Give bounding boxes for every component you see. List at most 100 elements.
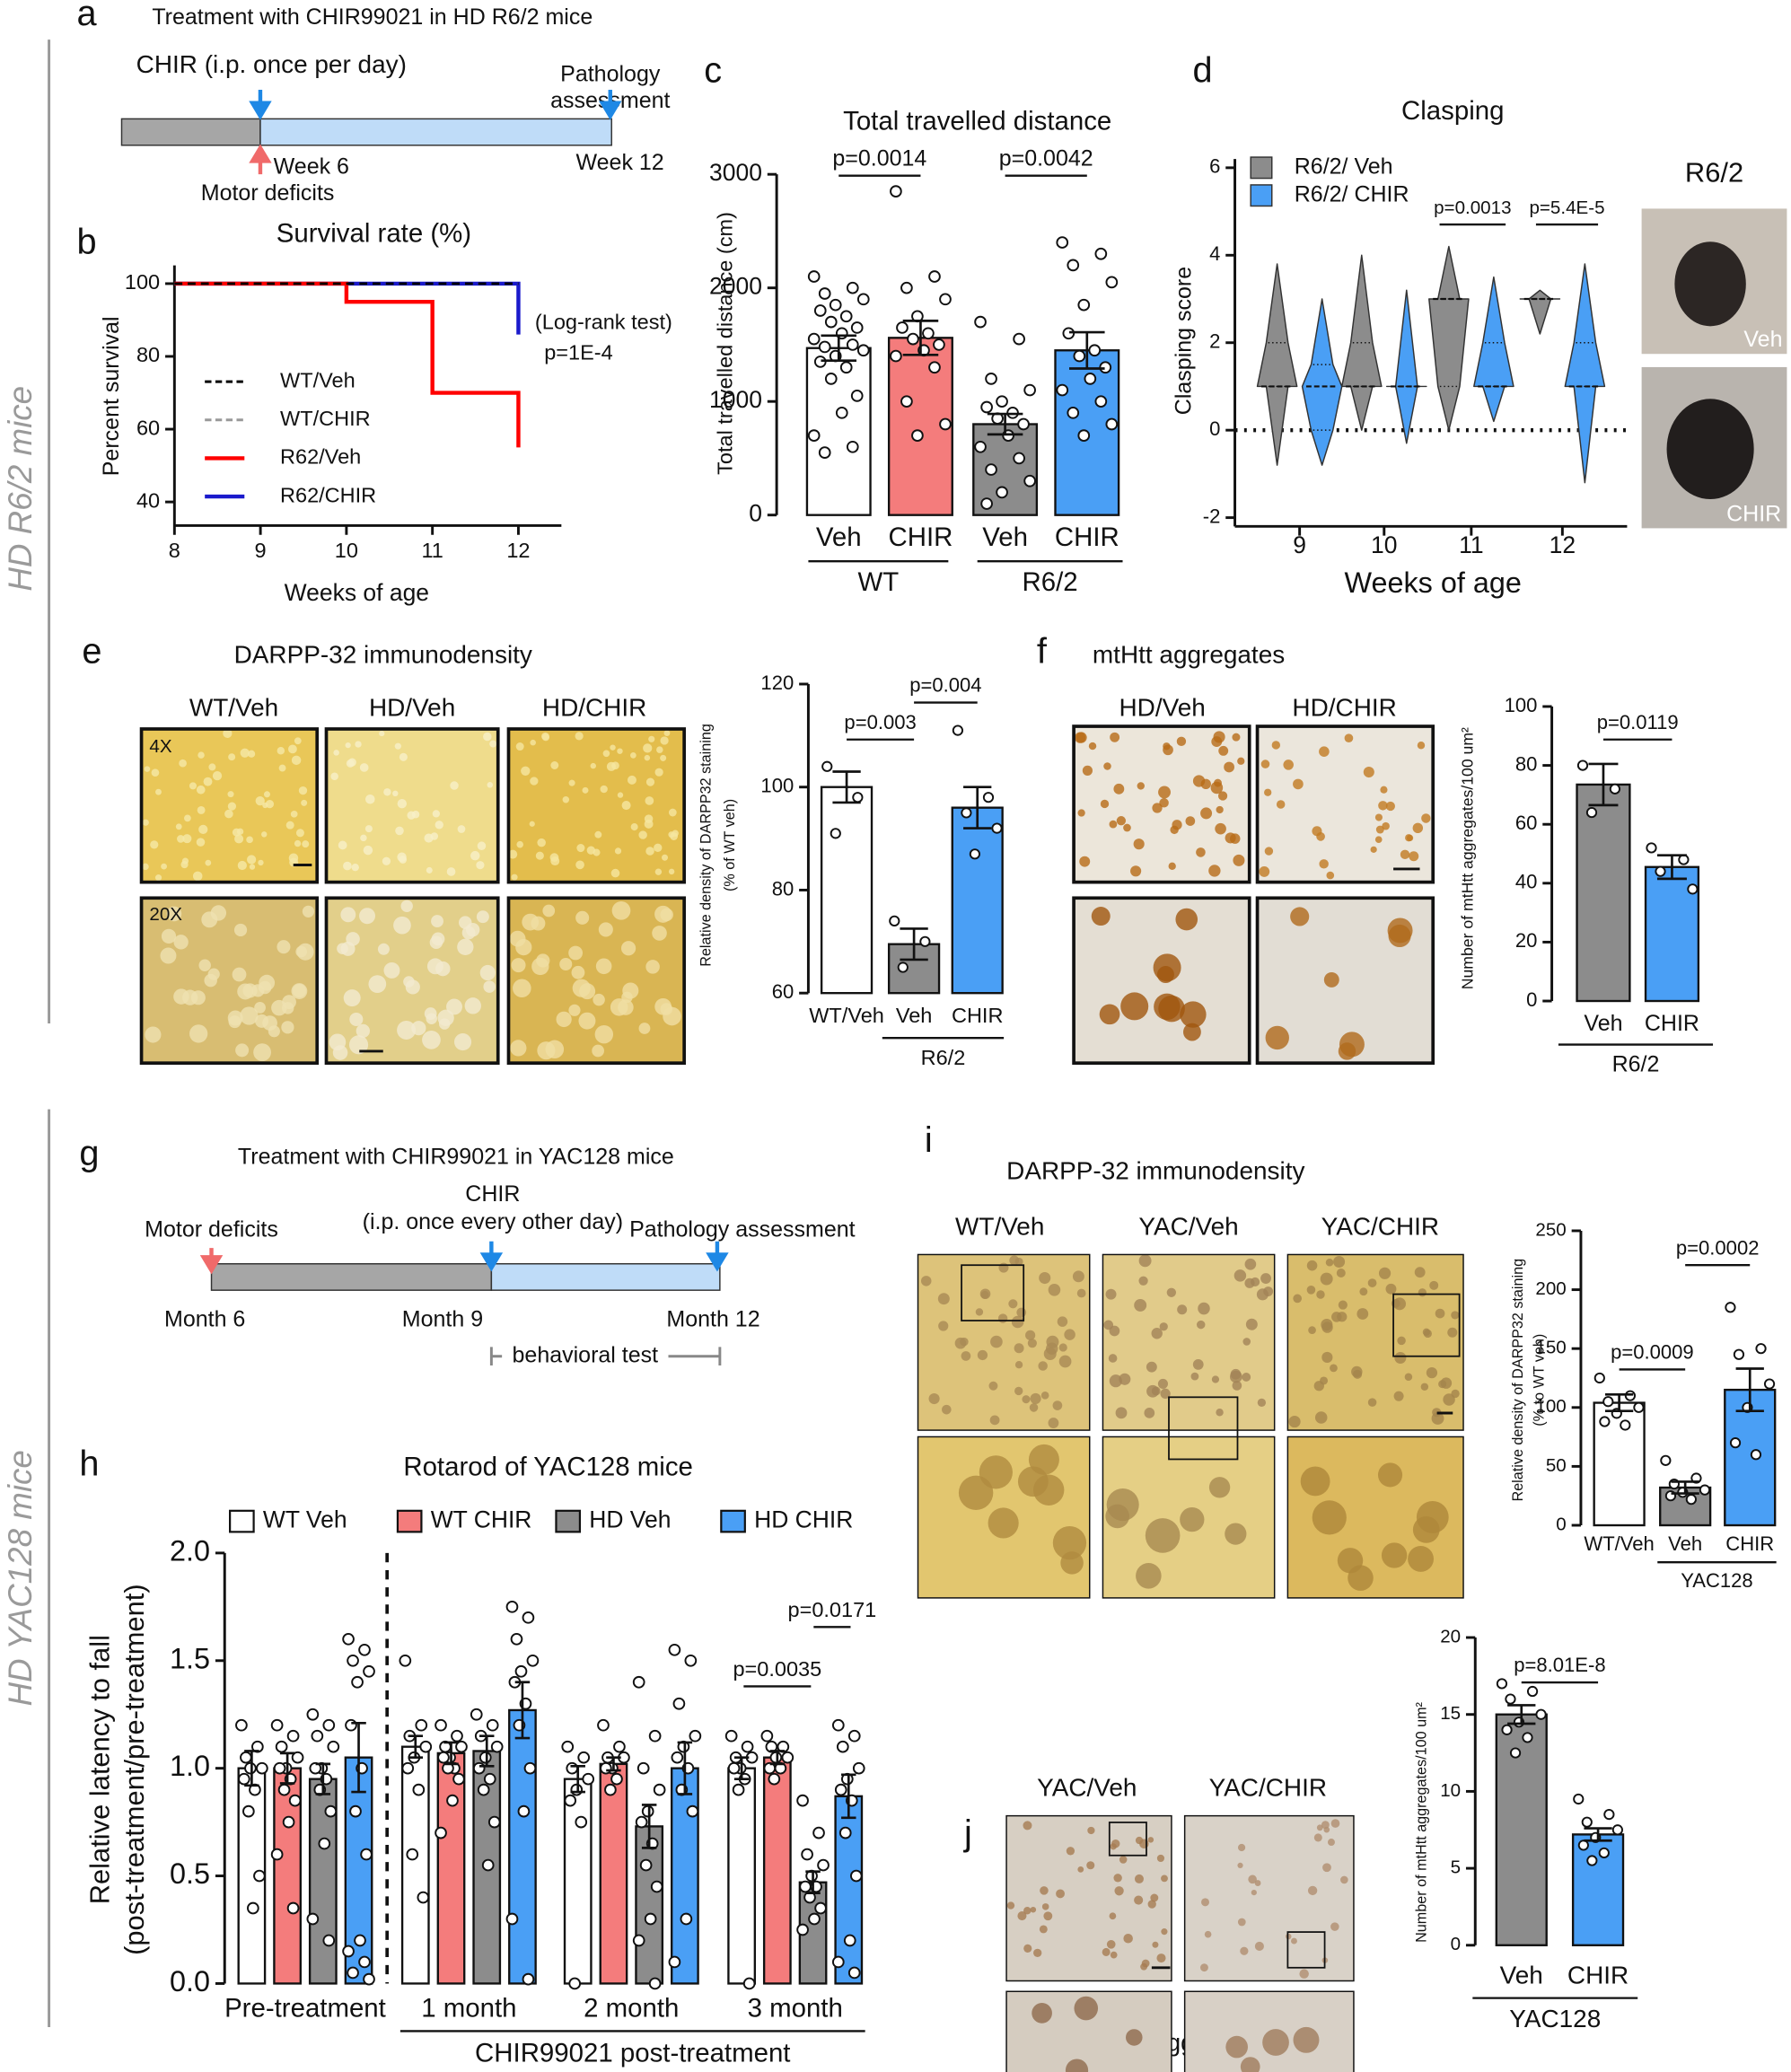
cell xyxy=(537,838,546,847)
data-point xyxy=(727,1761,741,1775)
cell xyxy=(1233,854,1245,866)
cell xyxy=(196,785,206,795)
micrograph-frame xyxy=(1255,896,1435,1065)
micrograph-frame xyxy=(139,727,320,884)
error-bar xyxy=(832,770,861,804)
cell xyxy=(254,1002,266,1014)
data-point xyxy=(1602,1396,1614,1408)
arrow xyxy=(479,1241,504,1272)
cell xyxy=(1137,782,1145,790)
data-point xyxy=(306,1912,320,1926)
cell xyxy=(1190,1372,1199,1381)
cell xyxy=(531,957,549,976)
data-point xyxy=(847,1729,861,1743)
error-bar xyxy=(351,1721,366,1794)
x-tick-label: 2 month xyxy=(584,1994,679,2024)
cell xyxy=(1237,757,1245,765)
y-tick-label: 6 xyxy=(1209,155,1220,178)
y-axis-label: Total travelled distance (cm) xyxy=(713,212,736,475)
data-point xyxy=(1522,1732,1533,1743)
data-point xyxy=(933,338,945,351)
panel-label: d xyxy=(1192,50,1212,90)
column-label: YAC/Veh xyxy=(1037,1774,1137,1802)
timeline-pre xyxy=(120,118,261,146)
cell xyxy=(1251,1889,1257,1896)
data-point xyxy=(724,1729,738,1743)
panel-title: Treatment with CHIR99021 in HD R6/2 mice xyxy=(152,4,593,30)
y-tick-label: 0.0 xyxy=(170,1965,210,1997)
legend-label: WT CHIR xyxy=(431,1506,532,1533)
magnification: 4X xyxy=(149,736,171,757)
error-bar xyxy=(478,1734,495,1768)
legend-label: R6/2/ Veh xyxy=(1295,154,1393,179)
cell xyxy=(1134,1298,1147,1312)
bar xyxy=(670,1767,699,1985)
x-tick-label: WT/Veh xyxy=(1584,1532,1654,1555)
cell xyxy=(383,961,400,979)
y-tick-label: 80 xyxy=(1515,752,1538,775)
cell xyxy=(559,957,573,971)
cell xyxy=(1414,1267,1426,1278)
cell xyxy=(1198,1302,1210,1315)
cell xyxy=(1306,1285,1316,1295)
data-point xyxy=(896,321,909,334)
arrow xyxy=(199,1248,224,1275)
data-point xyxy=(980,400,993,414)
cell xyxy=(1105,1288,1117,1300)
column-label: YAC/CHIR xyxy=(1321,1212,1439,1240)
data-point xyxy=(807,270,821,283)
data-point xyxy=(1646,842,1657,854)
error-bar xyxy=(641,1804,657,1849)
cell xyxy=(343,861,352,871)
cell xyxy=(291,755,302,766)
cell xyxy=(175,823,182,830)
cell xyxy=(1052,1400,1063,1410)
y-tick-label: 5 xyxy=(1451,1857,1461,1878)
cell xyxy=(173,935,189,950)
cell xyxy=(394,742,401,750)
cell xyxy=(668,868,675,875)
cell xyxy=(189,782,197,790)
cell xyxy=(1119,1373,1131,1385)
photo-label: Veh xyxy=(1743,327,1782,352)
cell xyxy=(535,851,544,860)
cell xyxy=(1240,1946,1249,1955)
cell xyxy=(1144,1408,1155,1418)
cell xyxy=(392,790,399,797)
cell xyxy=(1138,1276,1148,1286)
data-point xyxy=(270,1718,284,1732)
cell xyxy=(1381,1542,1408,1568)
data-point xyxy=(523,1761,537,1775)
error-bar xyxy=(677,1741,693,1795)
cell xyxy=(1106,1488,1139,1522)
cell xyxy=(1225,832,1236,844)
y-axis-label: Relative latency to fall xyxy=(84,1635,116,1904)
cell xyxy=(1244,1258,1257,1270)
cell xyxy=(1113,1874,1122,1883)
legend-swatch xyxy=(229,1509,255,1533)
error-bar xyxy=(1069,330,1105,370)
cell xyxy=(600,785,608,794)
x-tick-label: 11 xyxy=(421,539,443,562)
cell xyxy=(1377,1462,1403,1488)
cell xyxy=(660,908,673,922)
data-point xyxy=(435,1826,447,1839)
data-point xyxy=(732,1783,745,1796)
data-point xyxy=(505,1600,519,1613)
cell xyxy=(151,768,160,777)
data-point xyxy=(286,1729,300,1743)
data-point xyxy=(291,1751,304,1764)
data-point xyxy=(514,1664,528,1678)
cell xyxy=(541,732,549,741)
data-point xyxy=(575,1815,588,1829)
column-label: WT/Veh xyxy=(189,693,278,721)
data-point xyxy=(256,1761,268,1775)
cell xyxy=(1076,1288,1086,1298)
cell xyxy=(457,825,466,833)
x-tick-label: 12 xyxy=(506,539,530,562)
cell xyxy=(446,867,456,876)
data-point xyxy=(835,406,848,419)
x-tick-label: 9 xyxy=(1293,531,1306,558)
cell xyxy=(1265,1025,1289,1050)
cell xyxy=(1216,805,1224,814)
